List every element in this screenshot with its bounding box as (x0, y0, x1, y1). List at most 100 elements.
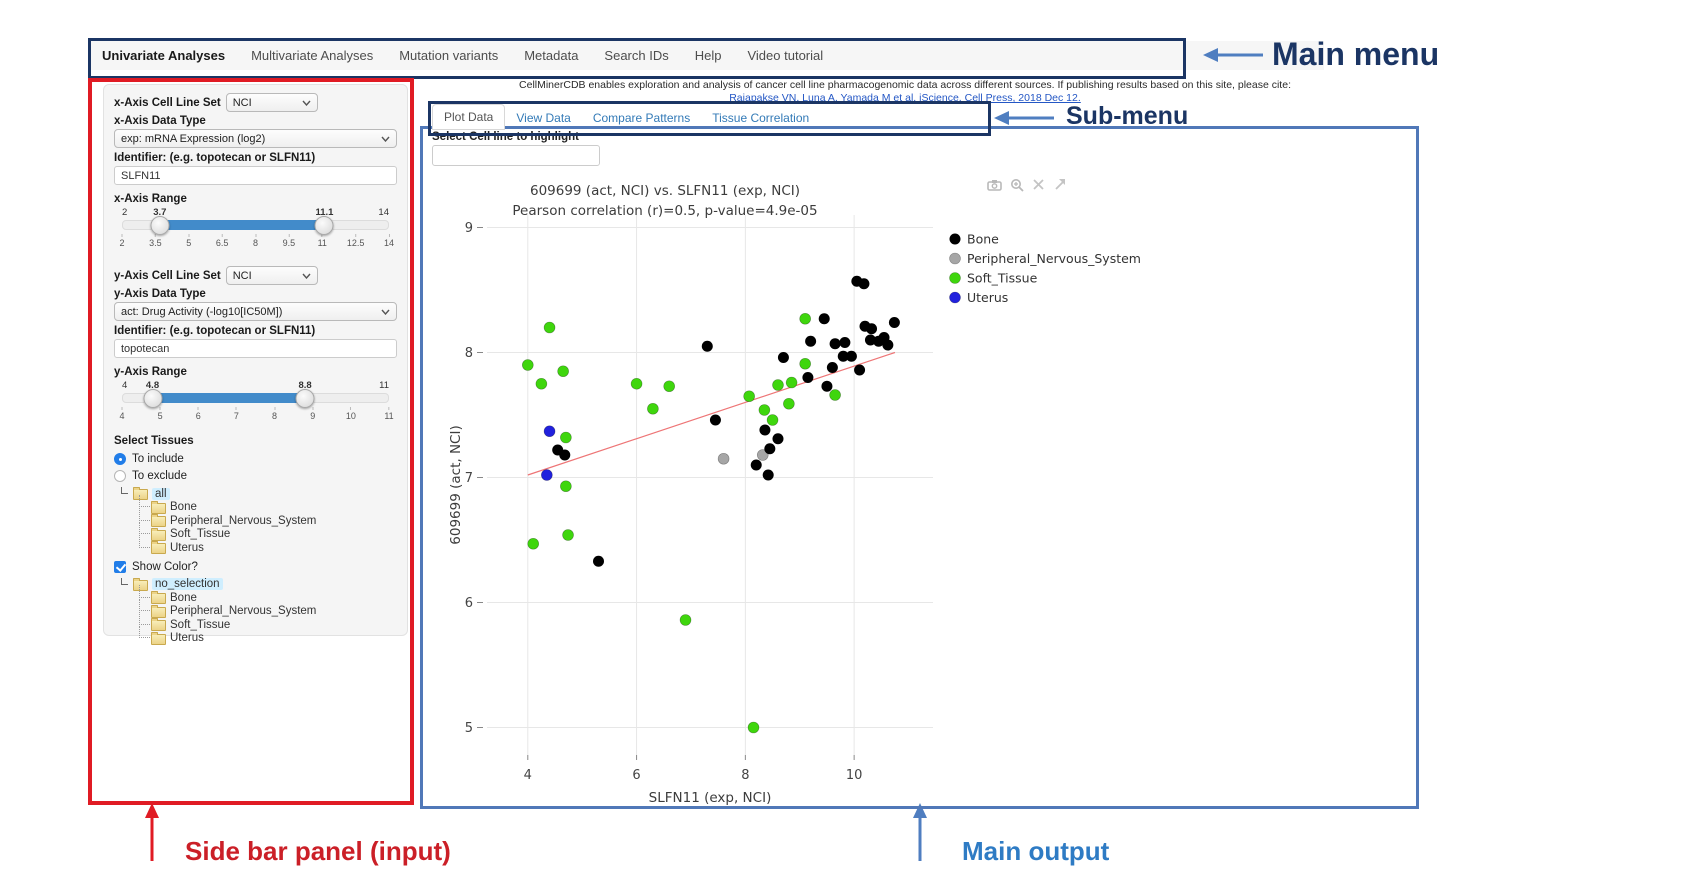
slider-min-label: 4 (122, 380, 128, 391)
slider-from-value: 4.8 (145, 380, 160, 391)
x-cell-line-set-select[interactable]: NCI (225, 93, 318, 112)
data-point (845, 350, 857, 362)
slider-tick-label: 11 (384, 407, 394, 421)
legend-item-Peripheral_Nervous_System[interactable]: Peripheral_Nervous_System (949, 251, 1142, 266)
tree-node-label: Uterus (170, 541, 204, 554)
data-point (826, 362, 838, 373)
zoom-in-icon[interactable] (1008, 177, 1025, 192)
y-range-slider[interactable]: 4 11 4.8 8.8 4 5 6 7 8 9 10 11 (119, 380, 393, 421)
x-data-type-select[interactable]: exp: mRNA Expression (log2) (114, 129, 397, 148)
tab-tissue-correlation[interactable]: Tissue Correlation (712, 111, 810, 125)
data-point (557, 365, 569, 378)
slider-tick-label: 2 (119, 234, 125, 248)
x-identifier-input[interactable] (114, 166, 397, 185)
menu-item-multivariate-analyses[interactable]: Multivariate Analyses (251, 48, 374, 63)
menu-item-help[interactable]: Help (694, 48, 722, 63)
menu-item-metadata[interactable]: Metadata (524, 48, 579, 63)
show-color-label: Show Color? (132, 560, 198, 573)
main-output-annotation-label: Main output (962, 836, 1110, 866)
y-cell-line-set-label: y-Axis Cell Line Set (114, 269, 221, 282)
data-point (854, 364, 866, 376)
tree-node-bone[interactable]: Bone (135, 585, 397, 605)
folder-icon (133, 577, 148, 591)
scatter-plot[interactable]: 5 6 7 8 9 4 6 8 10 SLFN11 (exp, NCI) 609699 (act, … (450, 175, 1150, 823)
slider-tick-label: 12.5 (347, 234, 364, 248)
camera-icon[interactable] (986, 177, 1003, 192)
tree-node-soft_tissue[interactable]: Soft_Tissue (135, 612, 397, 632)
submenu-annotation-label: Sub-menu (1066, 102, 1189, 130)
to-exclude-radio[interactable] (114, 470, 126, 482)
x-tick-label: 4 (524, 768, 532, 783)
y-identifier-input[interactable] (114, 339, 397, 358)
y-cell-line-set-select[interactable]: NCI (225, 266, 318, 285)
tab-compare-patterns[interactable]: Compare Patterns (592, 111, 691, 125)
show-color-checkbox[interactable] (114, 560, 126, 573)
data-point (717, 452, 730, 465)
data-point (560, 431, 572, 444)
tree-root-node[interactable]: all (120, 487, 397, 501)
menu-item-mutation-variants[interactable]: Mutation variants (399, 48, 499, 63)
slider-min-label: 2 (122, 207, 128, 218)
tree-node-uterus[interactable]: Uterus (135, 625, 397, 646)
slider-tick-label: 7 (234, 407, 239, 421)
menu-item-univariate-analyses[interactable]: Univariate Analyses (102, 48, 226, 63)
tree-node-uterus[interactable]: Uterus (135, 535, 397, 555)
series-Uterus (541, 425, 556, 481)
folder-icon (151, 527, 166, 541)
tree-node-soft_tissue[interactable]: Soft_Tissue (135, 521, 397, 542)
tree-toggle-icon[interactable] (121, 577, 128, 585)
reset-axes-icon[interactable] (1052, 177, 1069, 192)
sidebar-arrow-icon (145, 803, 159, 861)
data-point (630, 377, 643, 390)
tab-plot-data[interactable]: Plot Data (432, 104, 506, 130)
y-identifier-label: Identifier: (e.g. topotecan or SLFN11) (114, 325, 316, 337)
submenu-tabs: Plot Data View Data Compare Patterns Tissue… (432, 104, 820, 130)
legend-marker (949, 252, 961, 265)
legend-item-Uterus[interactable]: Uterus (949, 290, 1009, 305)
tab-view-data[interactable]: View Data (516, 111, 571, 125)
slider-from-value: 3.7 (153, 207, 167, 218)
menu-item-video-tutorial[interactable]: Video tutorial (747, 48, 824, 63)
chevron-down-icon (381, 136, 390, 142)
data-point (758, 404, 771, 416)
x-data-type-label: x-Axis Data Type (114, 115, 206, 127)
slider-selected-bar[interactable] (159, 220, 325, 230)
legend-marker (949, 233, 961, 245)
data-point (837, 350, 849, 362)
x-tick-label: 8 (741, 768, 749, 783)
y-data-type-select[interactable]: act: Drug Activity (-log10[IC50M]) (114, 302, 397, 321)
tissue-tree-selection: no_selection Bone Peripheral_Nervous_Syste… (120, 577, 397, 646)
folder-icon (151, 541, 166, 555)
legend-item-Bone[interactable]: Bone (949, 232, 1000, 247)
data-point (882, 339, 894, 351)
slider-selected-bar[interactable] (152, 393, 306, 403)
highlight-cell-line-input[interactable] (432, 145, 600, 166)
chart-title-line2: Pearson correlation (r)=0.5, p-value=4.9… (512, 203, 818, 219)
chevron-down-icon (381, 309, 390, 315)
data-point (743, 390, 755, 403)
tree-node-label: Peripheral_Nervous_System (170, 605, 317, 618)
pan-icon[interactable] (1030, 177, 1047, 192)
tree-node-label: Bone (170, 501, 197, 514)
x-tick-label: 10 (846, 768, 863, 783)
data-point (783, 397, 795, 410)
y-tick-label: 9 (465, 221, 473, 236)
tree-node-peripheral_nervous_system[interactable]: Peripheral_Nervous_System (135, 508, 397, 528)
tree-toggle-icon[interactable] (121, 487, 128, 495)
y-range-label: y-Axis Range (114, 366, 187, 378)
slider-handle-to (295, 389, 315, 408)
to-include-radio[interactable] (114, 453, 126, 465)
tree-root-node[interactable]: no_selection (120, 577, 397, 592)
tree-node-bone[interactable]: Bone (135, 494, 397, 515)
x-range-slider[interactable]: 2 14 3.7 11.1 2 3.5 5 6.5 8 9.5 11 12.5 14 (119, 207, 394, 248)
citation-link[interactable]: Rajapakse VN, Luna A, Yamada M et al. iS… (729, 92, 1081, 104)
tree-node-peripheral_nervous_system[interactable]: Peripheral_Nervous_System (135, 598, 397, 619)
data-point (679, 614, 692, 626)
menu-item-search-ids[interactable]: Search IDs (604, 48, 669, 63)
data-point (521, 359, 534, 371)
legend-item-Soft_Tissue[interactable]: Soft_Tissue (949, 271, 1038, 286)
tree-node-label: Peripheral_Nervous_System (170, 514, 317, 527)
slider-to-value: 8.8 (298, 380, 312, 391)
select-tissues-label: Select Tissues (114, 435, 194, 447)
data-point (829, 389, 841, 401)
